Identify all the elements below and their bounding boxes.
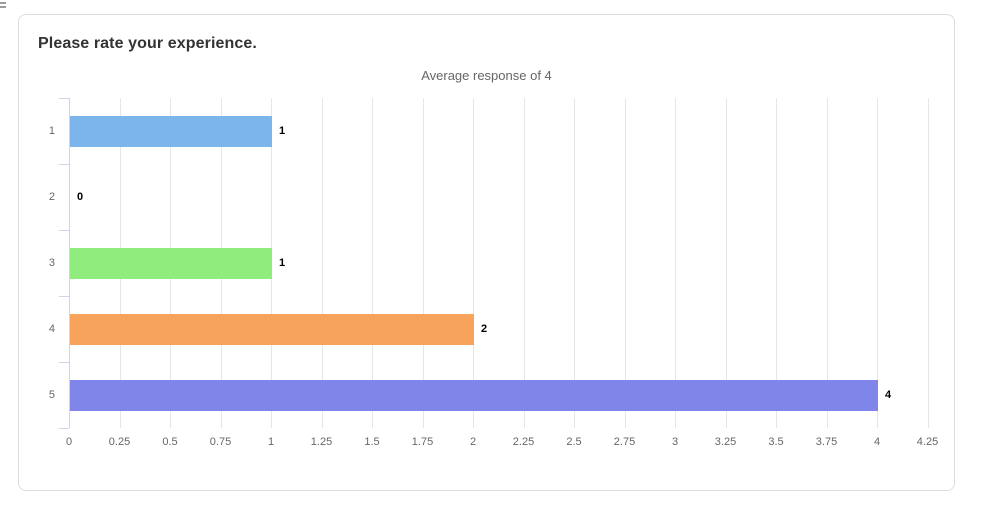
data-label-rating-3: 1 xyxy=(279,257,286,269)
x-axis-tick-label-3: 3 xyxy=(671,436,679,448)
y-axis-tick xyxy=(59,362,69,363)
category-label-5: 5 xyxy=(48,389,55,401)
x-axis-tick-label-0.75: 0.75 xyxy=(209,436,232,448)
category-label-3: 3 xyxy=(48,257,55,269)
x-axis-tick-label-0.25: 0.25 xyxy=(108,436,131,448)
gridline-2.75 xyxy=(624,98,626,428)
clipped-ui-fragment xyxy=(0,0,7,12)
data-label-rating-5: 4 xyxy=(885,389,892,401)
survey-question-card: Please rate your experience. Average res… xyxy=(18,14,955,491)
gridline-3.5 xyxy=(776,98,777,428)
x-axis-tick-label-4.25: 4.25 xyxy=(916,436,939,448)
data-label-rating-4: 2 xyxy=(481,323,488,335)
x-axis-tick-label-2: 2 xyxy=(469,436,477,448)
x-axis-tick-label-1.5: 1.5 xyxy=(364,436,380,448)
x-axis-tick-label-2.75: 2.75 xyxy=(613,436,636,448)
clipped-fragment-line xyxy=(0,6,6,8)
x-axis-tick-label-0: 0 xyxy=(65,436,73,448)
x-axis-tick-label-1.75: 1.75 xyxy=(411,436,434,448)
x-axis-tick-label-1: 1 xyxy=(267,436,275,448)
bar-chart: Average response of 4 1 1 2 0 3 1 4 2 5 4 0 0.25 0.5… xyxy=(19,15,954,490)
category-label-1: 1 xyxy=(48,125,55,137)
gridline-2.25 xyxy=(523,98,525,428)
category-label-2: 2 xyxy=(48,191,55,203)
question-title: Please rate your experience. xyxy=(38,35,257,52)
x-axis-tick-label-4: 4 xyxy=(873,436,881,448)
bar-rating-5[interactable] xyxy=(70,379,878,411)
x-axis-tick-label-3.5: 3.5 xyxy=(768,436,784,448)
gridline-4.25 xyxy=(927,98,929,428)
gridline-3.75 xyxy=(826,98,828,428)
x-axis-tick-label-0.5: 0.5 xyxy=(162,436,178,448)
y-axis-tick xyxy=(59,164,69,165)
y-axis-tick xyxy=(59,296,69,297)
y-axis-tick xyxy=(59,230,69,231)
data-label-rating-1: 1 xyxy=(279,125,286,137)
bar-rating-3[interactable] xyxy=(70,247,272,279)
x-axis-tick-label-3.25: 3.25 xyxy=(714,436,737,448)
y-axis-line xyxy=(69,98,70,428)
gridline-2 xyxy=(473,98,474,428)
x-axis-tick-label-3.75: 3.75 xyxy=(815,436,838,448)
gridline-1.75 xyxy=(422,98,424,428)
bar-rating-1[interactable] xyxy=(70,115,272,147)
data-label-rating-2: 0 xyxy=(77,191,84,203)
x-axis-tick-label-2.5: 2.5 xyxy=(566,436,582,448)
gridline-3 xyxy=(675,98,676,428)
gridline-4 xyxy=(877,98,878,428)
clipped-fragment-line xyxy=(0,2,6,4)
gridline-1.5 xyxy=(372,98,373,428)
y-axis-tick xyxy=(59,428,69,429)
chart-title: Average response of 4 xyxy=(421,68,552,83)
bar-rating-4[interactable] xyxy=(70,313,474,345)
gridline-3.25 xyxy=(725,98,727,428)
gridline-1.25 xyxy=(321,98,323,428)
category-label-4: 4 xyxy=(48,323,55,335)
x-axis-tick-label-2.25: 2.25 xyxy=(512,436,535,448)
x-axis-tick-label-1.25: 1.25 xyxy=(310,436,333,448)
y-axis-tick xyxy=(59,98,69,99)
gridline-2.5 xyxy=(574,98,575,428)
